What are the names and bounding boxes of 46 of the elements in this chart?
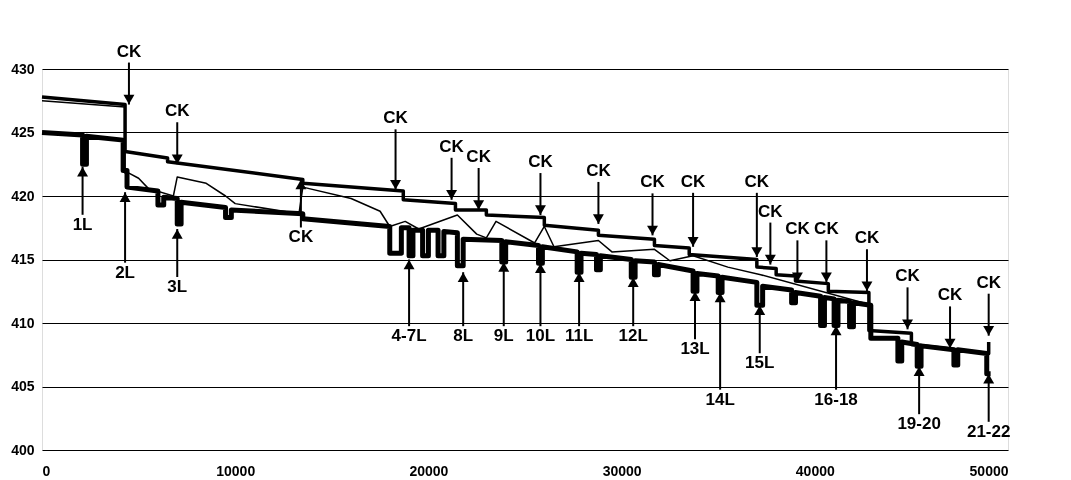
y-tick-label: 430 [11,60,35,77]
annotation: CK [439,136,465,156]
annotation: CK [785,219,811,239]
x-tick-label: 30000 [602,462,642,479]
annotation: 14L [705,389,735,409]
annotation: CK [116,41,142,61]
annotation: CK [854,228,880,248]
annotation: CK [937,285,964,305]
y-tick-label: 410 [11,314,35,331]
annotation: CK [586,160,612,180]
annotation: 16-18 [814,389,858,409]
annotation: 10L [525,326,556,346]
annotation: 13L [680,339,710,359]
annotation: 8L [453,326,474,346]
annotation: 12L [618,326,648,346]
annotation: CK [814,219,840,239]
annotation: CK [288,227,314,247]
y-tick-label: 400 [11,441,35,458]
annotation: 2L [115,262,135,282]
x-tick-label: 10000 [216,462,256,479]
x-tick-label: 40000 [795,462,835,479]
y-tick-label: 405 [11,378,35,394]
y-tick-label: 415 [11,251,35,267]
annotation: CK [976,272,1002,292]
annotation: 15L [745,353,775,373]
annotation: 11L [564,326,594,346]
annotation: CK [466,146,492,166]
annotation: 3L [167,277,188,297]
annotation: CK [383,108,409,128]
annotation: 4-7L [391,326,427,346]
annotation: CK [895,266,921,286]
annotation: 9L [493,326,514,346]
annotation: CK [640,172,666,192]
x-tick-label: 50000 [969,462,1009,479]
annotation: CK [164,101,191,121]
y-tick-label: 420 [11,187,35,204]
annotation: CK [680,171,707,191]
annotation: 21-22 [966,421,1011,441]
annotation: 19-20 [897,414,941,434]
annotation: 1L [72,214,93,234]
annotation: CK [528,152,554,172]
y-tick-label: 425 [11,124,35,140]
annotation: CK [744,171,770,191]
x-tick-label: 0 [42,462,51,479]
x-tick-label: 20000 [409,462,449,479]
annotation: CK [758,201,784,221]
